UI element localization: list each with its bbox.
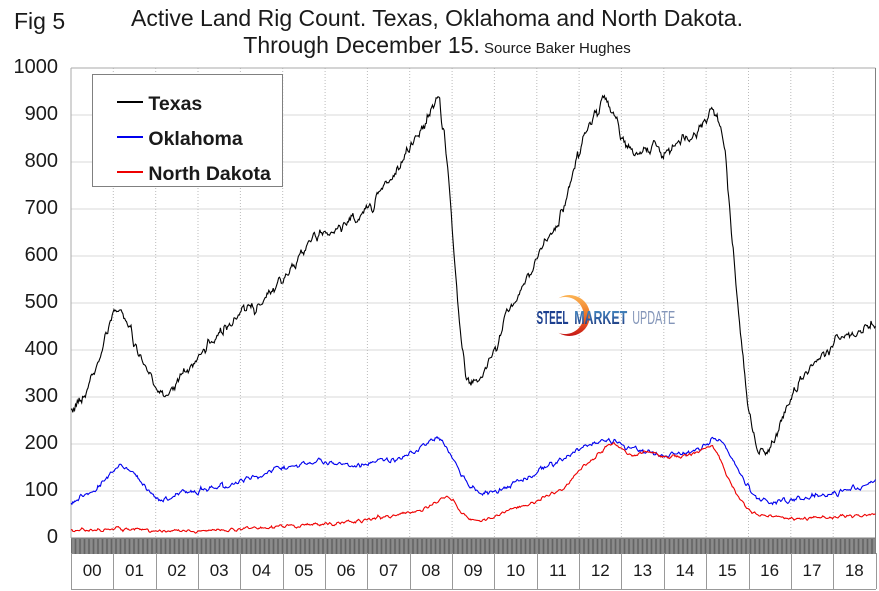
svg-text:MARKET: MARKET	[574, 308, 627, 328]
svg-text:UPDATE: UPDATE	[632, 308, 675, 328]
svg-text:STEEL: STEEL	[537, 308, 569, 328]
